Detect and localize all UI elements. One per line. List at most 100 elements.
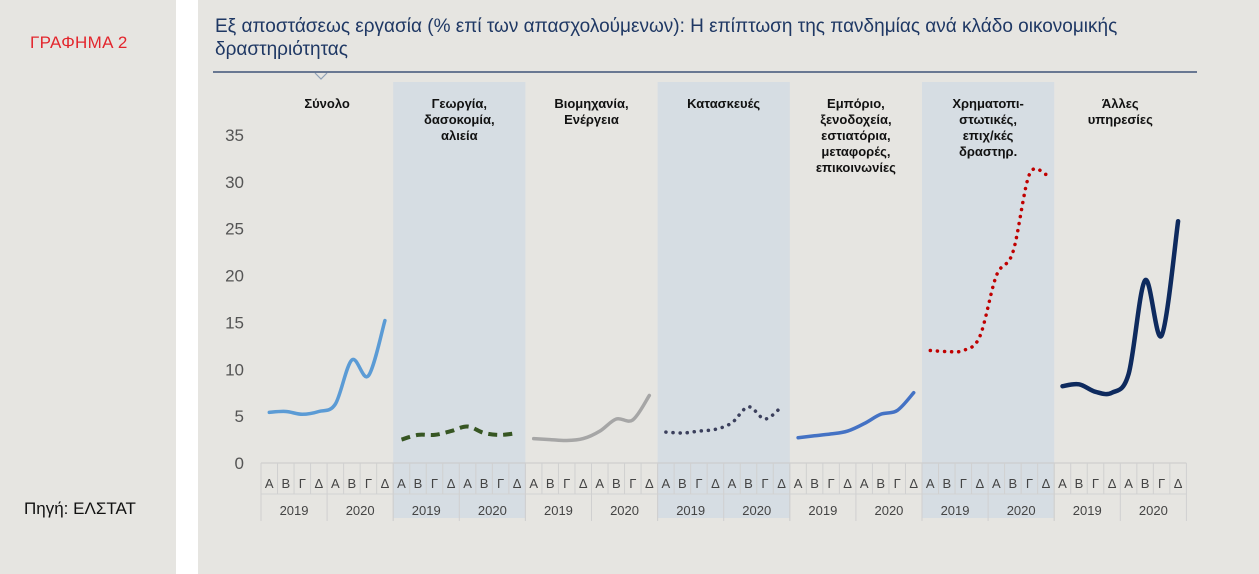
x-quarter-label: Α xyxy=(728,476,737,491)
series-line-4 xyxy=(664,405,784,435)
x-quarter-label: Β xyxy=(1141,476,1150,491)
y-tick-label: 15 xyxy=(225,313,244,332)
panel-title-5: εστιατόρια, xyxy=(821,128,890,143)
y-tick-label: 20 xyxy=(225,267,244,286)
y-tick-label: 35 xyxy=(225,126,244,145)
panel-band-4 xyxy=(657,82,790,518)
x-quarter-label: Γ xyxy=(431,476,438,491)
x-quarter-label: Γ xyxy=(761,476,768,491)
y-tick-label: 25 xyxy=(225,220,244,239)
x-quarter-label: Γ xyxy=(695,476,702,491)
x-quarter-label: Α xyxy=(529,476,538,491)
panel-title-3: Ενέργεια xyxy=(564,112,619,127)
x-quarter-label: Β xyxy=(546,476,555,491)
x-quarter-label: Β xyxy=(876,476,885,491)
x-quarter-label: Δ xyxy=(579,476,588,491)
x-quarter-label: Β xyxy=(744,476,753,491)
x-quarter-label: Δ xyxy=(975,476,984,491)
x-quarter-label: Δ xyxy=(711,476,720,491)
x-quarter-label: Β xyxy=(480,476,489,491)
x-year-label: 2020 xyxy=(610,503,639,518)
panel-title-5: επικοινωνίες xyxy=(816,160,896,175)
x-quarter-label: Γ xyxy=(497,476,504,491)
panel-title-2: αλιεία xyxy=(441,128,478,143)
chart-title: Εξ αποστάσεως εργασία (% επί των απασχολ… xyxy=(215,16,1118,60)
panel-title-3: Βιομηχανία, xyxy=(554,96,628,111)
panel-title-6: δραστηρ. xyxy=(959,144,1017,159)
y-tick-label: 5 xyxy=(235,407,244,426)
x-quarter-label: Α xyxy=(662,476,671,491)
x-year-label: 2020 xyxy=(1007,503,1036,518)
y-tick-label: 10 xyxy=(225,360,244,379)
panel-title-2: Γεωργία, xyxy=(432,96,487,111)
x-quarter-label: Α xyxy=(1124,476,1133,491)
x-quarter-label: Γ xyxy=(629,476,636,491)
x-quarter-label: Δ xyxy=(447,476,456,491)
left-panel xyxy=(0,0,176,574)
panel-title-7: υπηρεσίες xyxy=(1088,112,1153,127)
x-quarter-label: Β xyxy=(678,476,687,491)
x-quarter-label: Δ xyxy=(1108,476,1117,491)
x-quarter-label: Γ xyxy=(828,476,835,491)
x-quarter-label: Α xyxy=(595,476,604,491)
x-year-label: 2019 xyxy=(280,503,309,518)
x-quarter-label: Γ xyxy=(1158,476,1165,491)
x-year-label: 2020 xyxy=(478,503,507,518)
x-quarter-label: Α xyxy=(1058,476,1067,491)
panel-title-5: Εμπόριο, xyxy=(827,96,885,111)
series-line-1 xyxy=(267,318,387,417)
x-quarter-label: Α xyxy=(992,476,1001,491)
panel-title-6: Χρηματοπι- xyxy=(952,96,1024,111)
y-tick-label: 30 xyxy=(225,173,244,192)
x-quarter-label: Α xyxy=(265,476,274,491)
series-line-3 xyxy=(531,393,652,443)
x-quarter-label: Δ xyxy=(513,476,522,491)
series-line-2 xyxy=(400,424,518,442)
x-year-label: 2019 xyxy=(808,503,837,518)
x-quarter-label: Α xyxy=(397,476,406,491)
x-quarter-label: Δ xyxy=(843,476,852,491)
panel-title-6: στωτικές, xyxy=(959,112,1017,127)
x-quarter-label: Β xyxy=(414,476,423,491)
x-quarter-label: Γ xyxy=(299,476,306,491)
panel-title-4: Κατασκευές xyxy=(687,96,760,111)
panel-title-1: Σύνολο xyxy=(304,96,350,111)
x-year-label: 2019 xyxy=(676,503,705,518)
x-quarter-label: Δ xyxy=(1042,476,1051,491)
x-quarter-label: Β xyxy=(942,476,951,491)
x-quarter-label: Α xyxy=(331,476,340,491)
x-quarter-label: Δ xyxy=(645,476,654,491)
x-quarter-label: Γ xyxy=(365,476,372,491)
figure-label: ΓΡΑΦΗΜΑ 2 xyxy=(30,33,128,52)
title-pointer xyxy=(314,72,328,80)
x-year-label: 2019 xyxy=(544,503,573,518)
panel-title-6: επιχ/κές xyxy=(963,128,1014,143)
x-quarter-label: Γ xyxy=(563,476,570,491)
x-quarter-label: Α xyxy=(860,476,869,491)
x-quarter-label: Δ xyxy=(314,476,323,491)
x-quarter-label: Β xyxy=(348,476,357,491)
panel-title-5: ξενοδοχεία, xyxy=(820,112,891,127)
panel-band-2 xyxy=(393,82,526,518)
x-year-label: 2019 xyxy=(941,503,970,518)
x-quarter-label: Γ xyxy=(894,476,901,491)
x-quarter-label: Δ xyxy=(381,476,390,491)
x-quarter-label: Γ xyxy=(1092,476,1099,491)
panel-title-2: δασοκομία, xyxy=(424,112,495,127)
x-year-label: 2020 xyxy=(346,503,375,518)
x-quarter-label: Β xyxy=(281,476,290,491)
x-year-label: 2019 xyxy=(1073,503,1102,518)
x-quarter-label: Α xyxy=(926,476,935,491)
x-year-label: 2020 xyxy=(874,503,903,518)
series-line-5 xyxy=(796,390,916,440)
x-quarter-label: Γ xyxy=(1026,476,1033,491)
x-quarter-label: Α xyxy=(463,476,472,491)
x-quarter-label: Β xyxy=(1075,476,1084,491)
source-note: Πηγή: ΕΛΣΤΑΤ xyxy=(24,499,136,518)
panel-title-7: Άλλες xyxy=(1102,96,1139,111)
x-quarter-label: Β xyxy=(1009,476,1018,491)
x-quarter-label: Δ xyxy=(1174,476,1183,491)
x-year-label: 2020 xyxy=(742,503,771,518)
x-quarter-label: Δ xyxy=(909,476,918,491)
